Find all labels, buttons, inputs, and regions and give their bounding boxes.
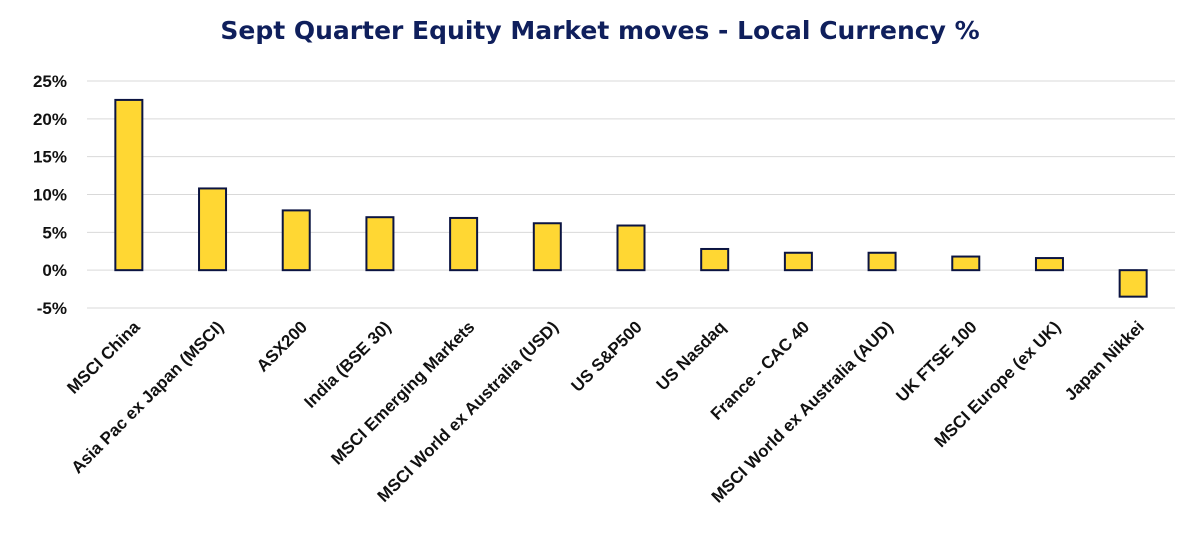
y-tick-label: 25% [33, 72, 67, 91]
bar [281, 209, 311, 272]
gridlines [87, 80, 1175, 309]
bar [867, 251, 897, 272]
x-category-label: MSCI China [63, 317, 144, 398]
bar [951, 255, 981, 272]
bar [449, 216, 479, 272]
bar [365, 216, 395, 272]
bar [616, 224, 646, 272]
x-category-label: ASX200 [253, 317, 311, 375]
y-tick-label: 15% [33, 148, 67, 167]
x-category-label: US Nasdaq [653, 317, 730, 394]
y-tick-label: 0% [42, 261, 67, 280]
y-tick-label: 5% [42, 223, 67, 242]
x-category-label: UK FTSE 100 [892, 317, 980, 405]
chart-title: Sept Quarter Equity Market moves - Local… [220, 16, 980, 45]
bar [1034, 257, 1064, 272]
x-category-label: Japan Nikkei [1061, 317, 1148, 404]
bar [198, 187, 228, 272]
x-category-label: US S&P500 [568, 317, 646, 395]
y-axis-ticks: 25% 20% 15% 10% 5% 0% -5% [33, 72, 67, 318]
bar [114, 98, 144, 272]
x-category-label: MSCI World ex Australia (USD) [374, 317, 562, 505]
x-category-label: India (BSE 30) [300, 317, 394, 411]
bar [700, 247, 730, 272]
bar [783, 251, 813, 272]
bar [532, 222, 562, 272]
x-category-label: Asia Pac ex Japan (MSCI) [68, 317, 228, 477]
y-tick-label: 20% [33, 110, 67, 129]
bar [1118, 269, 1148, 298]
x-category-label: MSCI World ex Australia (AUD) [708, 317, 897, 506]
y-tick-label: 10% [33, 186, 67, 205]
bars [114, 98, 1148, 298]
y-tick-label: -5% [37, 299, 67, 318]
x-category-label: MSCI Emerging Markets [327, 317, 478, 468]
